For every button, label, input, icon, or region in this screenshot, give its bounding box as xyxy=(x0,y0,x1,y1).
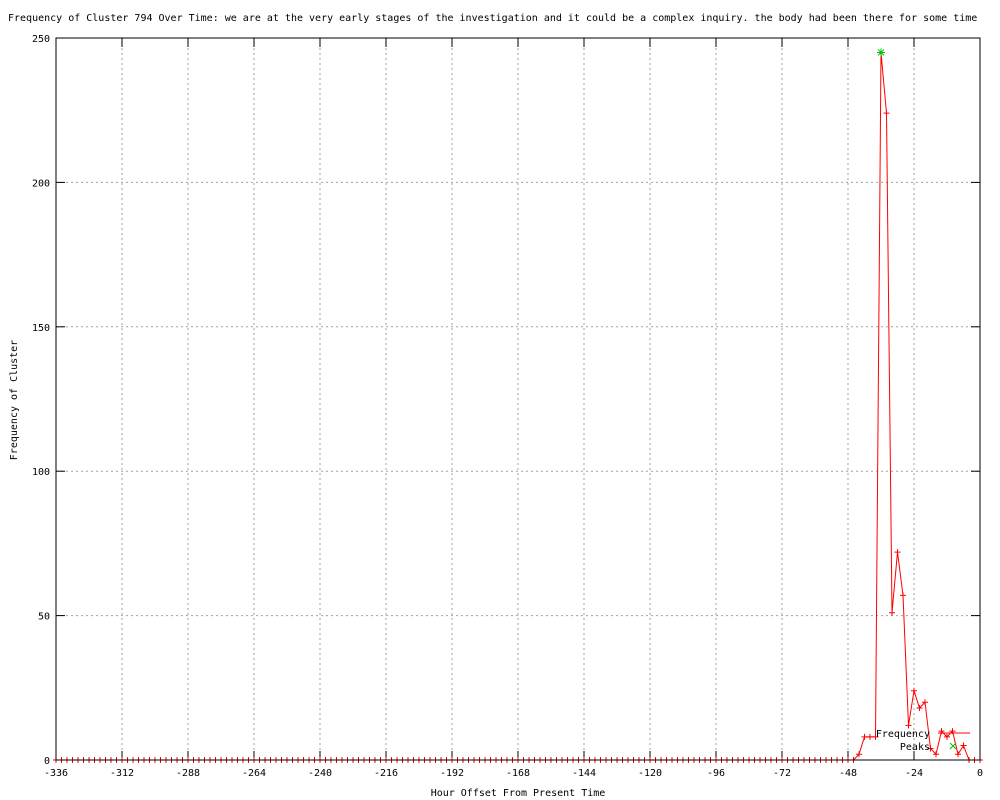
axis-ticks: -336 -312 -288 -264 -240 -216 -192 -168 -144 -120… xyxy=(32,34,983,779)
y-tick-label: 250 xyxy=(32,34,50,45)
x-tick-label: -288 xyxy=(176,768,200,779)
x-tick-label: -240 xyxy=(308,768,332,779)
y-tick-label: 200 xyxy=(32,178,50,189)
x-tick-label: -312 xyxy=(110,768,134,779)
frequency-point xyxy=(900,592,906,599)
x-tick-label: -120 xyxy=(638,768,662,779)
y-tick-label: 0 xyxy=(44,756,50,767)
legend: Frequency Peaks xyxy=(876,729,970,753)
frequency-point xyxy=(927,745,934,752)
frequency-point xyxy=(911,687,917,694)
x-tick-label: -168 xyxy=(506,768,530,779)
y-tick-label: 50 xyxy=(38,612,50,623)
y-axis-label: Frequency of Cluster xyxy=(9,340,20,460)
peak-point xyxy=(877,48,885,57)
x-tick-label: -192 xyxy=(440,768,464,779)
frequency-point xyxy=(922,699,928,706)
frequency-point xyxy=(872,733,879,740)
series-layer xyxy=(53,48,983,763)
frequency-point xyxy=(955,751,961,758)
x-tick-label: -216 xyxy=(374,768,398,779)
frequency-point xyxy=(861,733,868,740)
plot-border xyxy=(55,37,981,761)
x-tick-label: -264 xyxy=(242,768,266,779)
frequency-point xyxy=(867,733,873,740)
x-tick-label: -336 xyxy=(44,768,68,779)
x-tick-label: -24 xyxy=(905,768,923,779)
frequency-point xyxy=(944,733,950,740)
frequency-point xyxy=(856,751,862,758)
legend-label-peaks: Peaks xyxy=(900,742,930,753)
x-tick-label: 0 xyxy=(977,768,983,779)
legend-label-frequency: Frequency xyxy=(876,729,930,740)
x-tick-label: -72 xyxy=(773,768,791,779)
x-tick-label: -144 xyxy=(572,768,596,779)
y-tick-label: 100 xyxy=(32,467,50,478)
frequency-point xyxy=(916,705,923,712)
frequency-point xyxy=(883,110,890,117)
frequency-point xyxy=(889,609,895,616)
x-tick-label: -48 xyxy=(839,768,857,779)
frequency-point xyxy=(960,742,967,749)
x-axis-label: Hour Offset From Present Time xyxy=(431,788,606,799)
grid xyxy=(56,38,980,760)
y-tick-label: 150 xyxy=(32,323,50,334)
frequency-point xyxy=(894,549,901,556)
legend-sample-peaks xyxy=(949,742,957,750)
frequency-point xyxy=(905,722,912,729)
frequency-point xyxy=(933,751,939,758)
chart-title: Frequency of Cluster 794 Over Time: we a… xyxy=(8,13,977,24)
x-tick-label: -96 xyxy=(707,768,725,779)
